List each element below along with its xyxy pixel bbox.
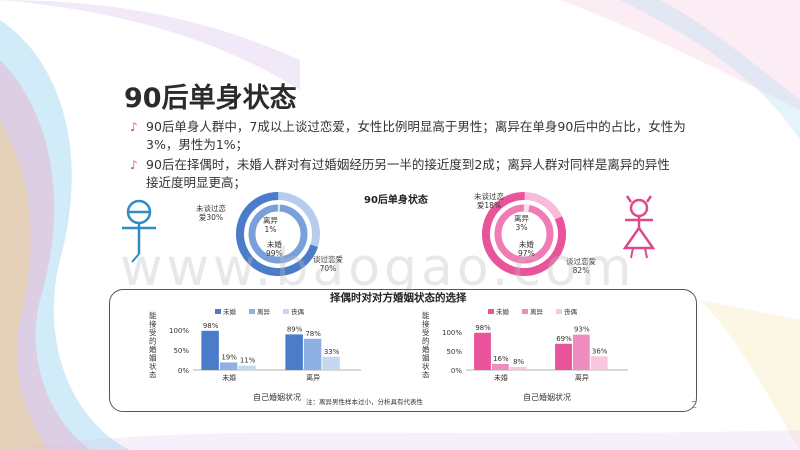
legend-swatch xyxy=(283,309,289,314)
female-outer-bottom-label: 谈过恋爱 82% xyxy=(566,257,596,275)
bar-value-label: 93% xyxy=(574,326,590,334)
female-inner-top-label: 离异 3% xyxy=(514,214,529,232)
music-note-icon: ♪ xyxy=(130,158,138,172)
y-axis-label-char: 的 xyxy=(422,336,430,346)
male-outer-bottom-label: 谈过恋爱 70% xyxy=(313,255,343,273)
bar-value-label: 98% xyxy=(203,322,219,330)
bullet-item: ♪ 90后单身人群中，7成以上谈过恋爱，女性比例明显高于男性；离异在单身90后中… xyxy=(130,118,750,154)
bar-value-label: 89% xyxy=(287,325,303,333)
female-inner-bottom-label: 未婚 97% xyxy=(518,240,535,258)
bar-value-label: 78% xyxy=(305,330,321,338)
male-donut-chart xyxy=(236,192,320,276)
bar xyxy=(285,334,303,370)
x-tick-label: 离异 xyxy=(306,373,320,382)
y-axis-label-char: 态 xyxy=(422,370,430,380)
y-axis-label-char: 的 xyxy=(149,336,157,346)
donut-section-title: 90后单身状态 xyxy=(364,195,428,206)
bar xyxy=(555,343,572,370)
y-tick-label: 50% xyxy=(446,348,462,356)
bar xyxy=(572,334,590,370)
x-axis-label: 自己婚姻状况 xyxy=(253,392,301,402)
legend-label: 丧偶 xyxy=(291,307,305,316)
y-axis-label-char: 接 xyxy=(149,319,157,329)
y-tick-label: 100% xyxy=(169,327,189,335)
male-inner-top-label: 离异 1% xyxy=(263,216,278,234)
watermark-text: www.baogao.com xyxy=(120,238,636,298)
bar xyxy=(491,363,509,370)
legend-label: 离异 xyxy=(257,307,271,316)
y-tick-label: 0% xyxy=(178,367,189,375)
bar xyxy=(322,356,340,370)
male-figure-icon xyxy=(100,192,178,264)
bar xyxy=(219,362,238,370)
music-note-icon: ♪ xyxy=(130,120,138,134)
y-axis-label-char: 接 xyxy=(422,319,430,329)
y-tick-label: 0% xyxy=(451,367,462,375)
bar-value-label: 8% xyxy=(513,358,524,366)
x-axis-label: 自己婚姻状况 xyxy=(523,392,571,402)
bar-value-label: 16% xyxy=(493,355,509,363)
page-title: 90后单身状态 xyxy=(124,83,297,114)
female-donut-chart xyxy=(482,192,566,276)
panel-title: 择偶时对对方婚姻状态的选择 xyxy=(330,292,467,304)
footnote: 注：离异男性样本过小，分析具有代表性 xyxy=(306,398,423,406)
y-tick-label: 50% xyxy=(173,347,189,355)
x-tick-label: 未婚 xyxy=(494,373,508,382)
choice-panel xyxy=(109,289,697,412)
x-tick-label: 未婚 xyxy=(222,373,236,382)
bullet-text-1a: 90后单身人群中，7成以上谈过恋爱，女性比例明显高于男性；离异在单身90后中的占… xyxy=(146,119,686,134)
male-outer-top-label: 未谈过恋 爱30% xyxy=(196,204,226,222)
bullet-item: ♪ 90后在择偶时，未婚人群对有过婚姻经历另一半的接近度到2成；离异人群对同样是… xyxy=(130,156,750,192)
bar-value-label: 11% xyxy=(240,357,256,365)
female-figure-icon xyxy=(597,192,681,262)
y-axis-label-char: 姻 xyxy=(422,353,430,363)
legend-label: 未婚 xyxy=(223,307,237,316)
bar xyxy=(238,365,256,370)
page-number: 2 xyxy=(691,400,698,411)
bar xyxy=(474,332,491,370)
bar-value-label: 69% xyxy=(556,335,572,343)
y-axis-label-char: 婚 xyxy=(149,344,157,354)
bullet-list: ♪ 90后单身人群中，7成以上谈过恋爱，女性比例明显高于男性；离异在单身90后中… xyxy=(130,118,750,194)
y-tick-label: 100% xyxy=(442,329,462,337)
female-outer-top-label: 未谈过恋 爱18% xyxy=(474,192,504,210)
bar xyxy=(201,330,219,370)
legend-label: 离异 xyxy=(530,307,544,316)
legend-swatch xyxy=(215,309,221,314)
bar-value-label: 36% xyxy=(592,347,608,355)
legend-label: 丧偶 xyxy=(564,307,578,316)
bar-value-label: 33% xyxy=(324,348,340,356)
y-axis-label-char: 婚 xyxy=(422,344,430,354)
bullet-text-2a: 90后在择偶时，未婚人群对有过婚姻经历另一半的接近度到2成；离异人群对同样是离异… xyxy=(146,157,670,172)
y-axis-label-char: 受 xyxy=(149,327,157,337)
y-axis-label-char: 能 xyxy=(422,310,430,320)
male-inner-bottom-label: 未婚 99% xyxy=(266,240,283,258)
y-axis-label-char: 状 xyxy=(422,361,430,371)
bar xyxy=(509,366,527,370)
y-axis-label-char: 能 xyxy=(149,310,157,320)
legend-swatch xyxy=(488,309,494,314)
bar xyxy=(303,338,322,370)
y-axis-label-char: 姻 xyxy=(149,353,157,363)
bar xyxy=(590,356,608,370)
y-axis-label-char: 受 xyxy=(422,327,430,337)
legend-label: 未婚 xyxy=(496,307,510,316)
bullet-text-2b: 接近度明显更高； xyxy=(146,175,247,190)
legend-swatch xyxy=(556,309,562,314)
legend-swatch xyxy=(249,309,255,314)
bullet-text-1b: 3%，男性为1%； xyxy=(146,137,249,152)
bar-value-label: 98% xyxy=(475,324,491,332)
x-tick-label: 离异 xyxy=(575,373,589,382)
y-axis-label-char: 状 xyxy=(149,361,157,371)
y-axis-label-char: 态 xyxy=(149,370,157,380)
bar-value-label: 19% xyxy=(221,353,237,361)
legend-swatch xyxy=(522,309,528,314)
